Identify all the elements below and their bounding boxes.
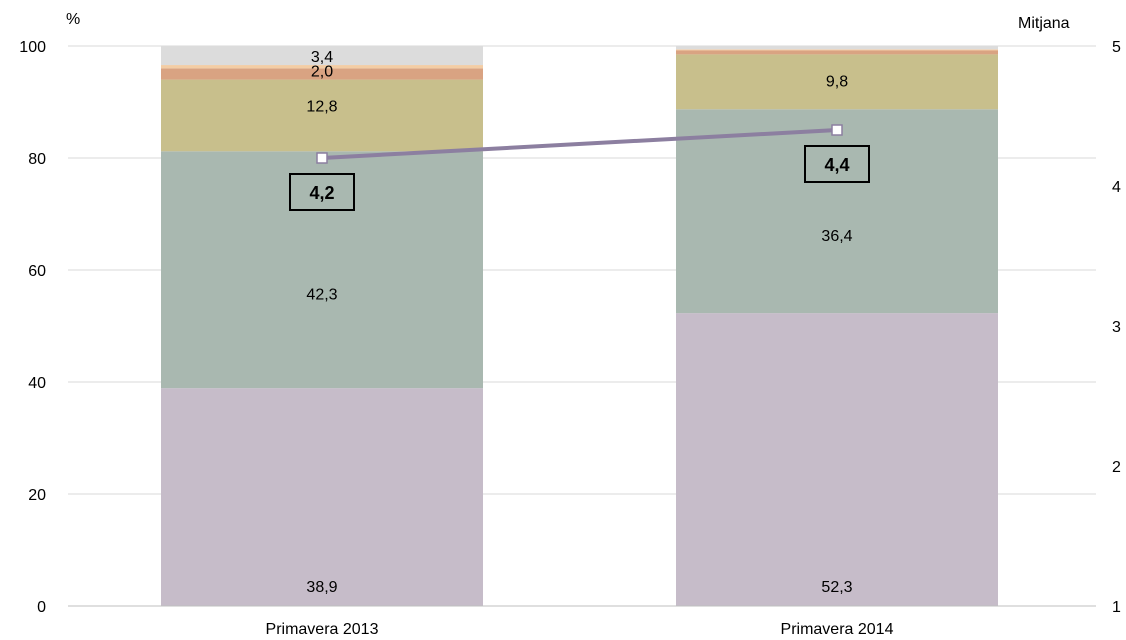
segment-label: 2,0	[311, 63, 333, 80]
axes: 0 20 40 60 80 100 1 2 3 4 5 Primavera 2013 Primavera…	[19, 39, 1121, 638]
left-axis-unit: %	[66, 11, 80, 28]
bar-segment	[161, 65, 483, 69]
category-label: Primavera 2013	[266, 621, 379, 638]
bar-segment	[676, 49, 998, 51]
right-tick-label: 4	[1112, 179, 1121, 196]
mean-label: 4,4	[824, 155, 849, 175]
left-tick-label: 60	[28, 263, 46, 280]
bar-segment	[161, 151, 483, 389]
left-tick-label: 0	[37, 599, 46, 616]
segment-label: 42,3	[306, 287, 337, 304]
mean-line	[321, 128, 838, 160]
segment-label: 12,8	[306, 99, 337, 116]
mean-marker	[316, 152, 328, 164]
bar-segment	[676, 46, 998, 50]
bar-segment	[161, 388, 483, 606]
segment-labels: 38,9 42,3 12,8 2,03,4 52,3 36,4 9,8	[306, 49, 852, 596]
segment-label: 38,9	[306, 579, 337, 596]
right-tick-label: 2	[1112, 459, 1121, 476]
mean-label-box	[289, 173, 355, 211]
segment-label: 52,3	[821, 579, 852, 596]
segment-label: 3,4	[311, 49, 333, 66]
category-label: Primavera 2014	[781, 621, 894, 638]
bar-segment	[161, 79, 483, 152]
bar-segment	[676, 109, 998, 314]
right-tick-label: 1	[1112, 599, 1121, 616]
right-axis-unit: Mitjana	[1018, 15, 1070, 32]
segment-label: 9,8	[826, 73, 848, 90]
bar-segments	[161, 46, 998, 606]
bar-segment	[161, 68, 483, 80]
bar-segment	[676, 54, 998, 110]
bar-segment	[161, 46, 483, 66]
left-tick-label: 80	[28, 151, 46, 168]
bar-segment	[676, 313, 998, 606]
bar-segment	[676, 50, 998, 55]
mean-label: 4,2	[309, 183, 334, 203]
mean-line-group: 4,2 4,4	[289, 124, 870, 211]
right-tick-label: 5	[1112, 39, 1121, 56]
mean-marker	[831, 124, 843, 136]
left-tick-label: 40	[28, 375, 46, 392]
left-tick-label: 100	[19, 39, 46, 56]
segment-label: 36,4	[821, 228, 852, 245]
left-tick-label: 20	[28, 487, 46, 504]
mean-label-box	[804, 145, 870, 183]
right-tick-label: 3	[1112, 319, 1121, 336]
